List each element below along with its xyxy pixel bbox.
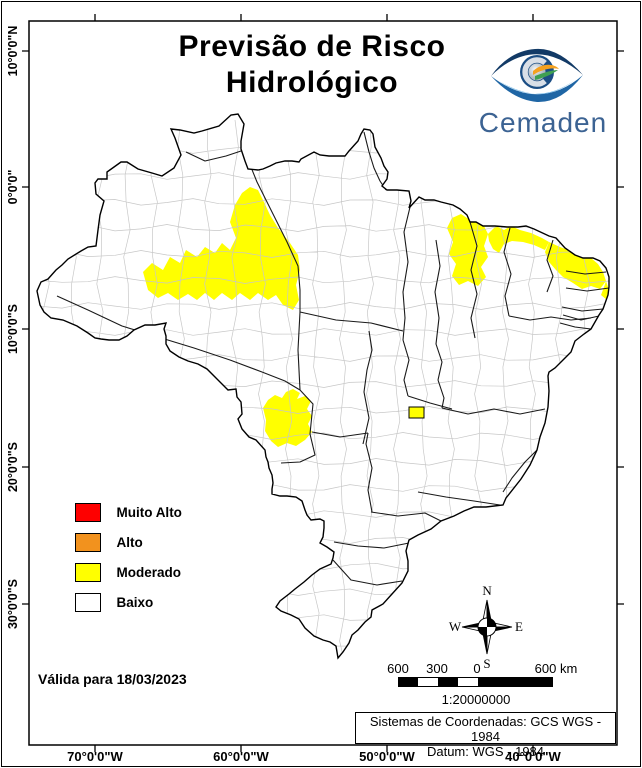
datum-line: Datum: WGS - 1984 (426, 744, 545, 759)
scale-bar-segment (458, 678, 478, 686)
lon-label-70w: 70°0'0"W (67, 749, 123, 764)
state-borders (56, 131, 609, 586)
coordinate-system-note: Sistemas de Coordenadas: GCS WGS - 1984 … (355, 712, 616, 759)
map-frame (28, 20, 618, 746)
legend-item-alto: Alto (75, 533, 143, 553)
scale-label-600km: 600 km (534, 661, 578, 676)
title-line-1: Previsão de Risco (178, 30, 446, 63)
legend-swatch-baixo (75, 593, 101, 612)
scale-bar (398, 677, 553, 687)
scale-bar-segment (438, 678, 458, 686)
lat-label-20s: 20°0'0"S (6, 441, 20, 493)
legend-item-baixo: Baixo (75, 593, 153, 613)
compass-east-label: E (515, 619, 523, 634)
lat-label-30s: 30°0'0"S (6, 578, 20, 630)
legend-swatch-alto (75, 533, 101, 552)
cemaden-logo-text: Cemaden (478, 107, 608, 138)
compass-south-label: S (483, 656, 490, 671)
page-title: Previsão de Risco Hidrológico (179, 29, 446, 101)
legend-swatch-moderado (75, 563, 101, 582)
lon-label-40w: 40°0'0"W (505, 749, 561, 764)
coordinate-system-line: Sistemas de Coordenadas: GCS WGS - 1984 (369, 714, 602, 744)
lon-label-60w: 60°0'0"W (213, 749, 269, 764)
moderate-region-distrito-federal (408, 406, 425, 419)
compass-rose: N E S W (449, 583, 523, 671)
moderate-region-east-coast-sliver (601, 281, 609, 300)
scale-label-600-left: 600 (387, 661, 409, 676)
scale-bar-segment (478, 678, 552, 686)
validity-date: Válida para 18/03/2023 (38, 671, 187, 687)
legend-label-alto: Alto (116, 535, 143, 550)
legend-item-moderado: Moderado (75, 563, 181, 583)
scale-label-0: 0 (473, 661, 481, 676)
cemaden-logo-icon (491, 48, 583, 103)
legend-label-baixo: Baixo (116, 595, 154, 610)
legend-label-muito-alto: Muito Alto (116, 505, 182, 520)
lon-label-50w: 50°0'0"W (359, 749, 415, 764)
scale-bar-segment (418, 678, 438, 686)
lat-label-10n: 10°0'0"N (6, 25, 20, 77)
compass-west-label: W (449, 619, 462, 634)
moderate-region-central-amazon (143, 187, 300, 310)
moderate-region-southwest-amazon (263, 389, 312, 447)
moderate-risk-regions (143, 187, 609, 447)
scale-ratio: 1:20000000 (441, 692, 511, 707)
moderate-region-ceara-rn (545, 242, 606, 289)
legend-item-muito-alto: Muito Alto (75, 503, 182, 523)
legend-swatch-muito-alto (75, 503, 101, 522)
compass-north-label: N (482, 583, 492, 598)
moderate-region-piaui-ceara-coast (488, 226, 549, 253)
scale-label-300: 300 (426, 661, 448, 676)
graticule-ticks (22, 14, 624, 752)
scale-bar-segment (399, 678, 418, 686)
lat-label-10s: 10°0'0"S (6, 303, 20, 355)
moderate-region-maranhao (447, 214, 488, 286)
title-line-2: Hidrológico (225, 66, 399, 99)
legend-label-moderado: Moderado (116, 565, 181, 580)
lat-label-0: 0°0'0" (6, 169, 20, 205)
